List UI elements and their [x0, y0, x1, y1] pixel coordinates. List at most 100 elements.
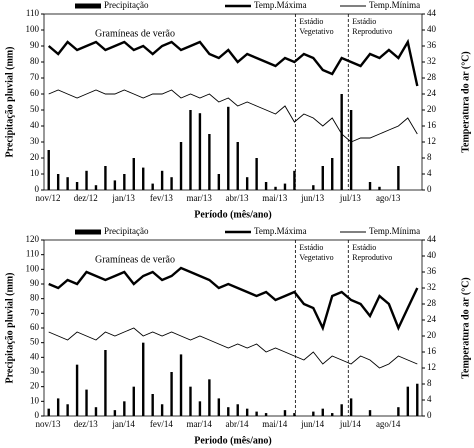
x-tick-label: dez/12: [74, 193, 98, 203]
y-tick-label: 0: [35, 184, 40, 194]
bar: [208, 134, 211, 190]
legend-label: Temp.Máxima: [254, 0, 307, 10]
y-tick-label: 10: [30, 395, 40, 405]
bar: [321, 166, 324, 190]
bar: [397, 407, 400, 416]
y2-tick-label: 32: [427, 56, 436, 66]
stage-label: Vegetativo: [299, 27, 333, 36]
x-tick-label: jul/14: [339, 419, 362, 429]
bar: [151, 183, 154, 190]
y-tick-label: 80: [30, 293, 40, 303]
bar: [368, 410, 372, 416]
x-axis-label: Período (mês/ano): [194, 209, 272, 220]
bar: [293, 413, 296, 416]
y-tick-label: 10: [30, 168, 40, 178]
bar: [160, 170, 164, 190]
bar: [283, 183, 287, 190]
bar: [331, 413, 334, 416]
stage-label: Vegetativo: [299, 253, 333, 262]
bar: [406, 386, 410, 416]
bar: [189, 110, 192, 190]
bar: [94, 407, 98, 416]
x-tick-label: mai/13: [262, 193, 287, 203]
bar: [123, 174, 126, 190]
y-tick-label: 60: [30, 88, 40, 98]
y2-tick-label: 40: [427, 24, 437, 34]
bar: [132, 158, 135, 190]
bar: [245, 177, 249, 190]
x-tick-label: abr/14: [226, 419, 249, 429]
y2-tick-label: 44: [427, 8, 437, 18]
bar: [160, 404, 164, 416]
y-tick-label: 30: [30, 136, 40, 146]
y2-tick-label: 12: [427, 136, 436, 146]
y2-tick-label: 16: [427, 346, 437, 356]
bar: [264, 413, 268, 416]
bar: [264, 182, 268, 190]
bar: [416, 383, 419, 416]
bar: [113, 180, 117, 190]
y-tick-label: 120: [26, 234, 40, 244]
legend-label: Temp.Máxima: [254, 226, 307, 236]
bar: [274, 186, 277, 190]
y2-tick-label: 20: [427, 330, 437, 340]
x-tick-label: mai/14: [262, 419, 287, 429]
bar: [255, 411, 258, 416]
y2-tick-label: 16: [427, 120, 437, 130]
bar: [217, 398, 221, 416]
bar: [321, 408, 324, 416]
y2-tick-label: 36: [427, 40, 437, 50]
bar: [151, 394, 154, 416]
x-tick-label: jun/14: [300, 419, 325, 429]
bar: [340, 404, 343, 416]
stage-label: Estádio: [352, 243, 376, 252]
y2-tick-label: 40: [427, 250, 437, 260]
x-tick-label: dez/13: [74, 419, 98, 429]
y2-axis-label: Temperatura do ar (°C): [460, 51, 471, 153]
x-tick-label: mar/14: [186, 419, 212, 429]
bar: [104, 350, 107, 416]
bar: [255, 158, 258, 190]
y-tick-label: 0: [35, 410, 40, 420]
y-tick-label: 30: [30, 366, 40, 376]
bar: [75, 182, 79, 190]
legend-label: Temp.Mínima: [369, 0, 420, 10]
y-tick-label: 110: [26, 8, 40, 18]
stage-label: Reprodutivo: [352, 27, 392, 36]
y-axis-label: Precipitação pluvial (mm): [4, 47, 15, 158]
bar: [293, 170, 296, 190]
bar: [236, 142, 239, 190]
bar: [85, 389, 88, 416]
bar: [142, 167, 145, 190]
line: [48, 327, 418, 369]
bar: [312, 185, 315, 190]
y2-tick-label: 24: [427, 88, 437, 98]
x-tick-label: nov/13: [35, 419, 61, 429]
x-tick-label: ago/14: [376, 419, 401, 429]
bar: [227, 106, 230, 190]
panel: 0 10 20 30 40 50 60 70 80 90 100 110 120 0 4 8 12 16 20 24 2…: [4, 226, 471, 446]
y-tick-label: 60: [30, 322, 40, 332]
y2-tick-label: 28: [427, 298, 437, 308]
bar: [47, 150, 50, 190]
bar: [198, 401, 202, 416]
bar: [94, 185, 98, 190]
stage-label: Estádio: [299, 17, 323, 26]
bar: [368, 182, 372, 190]
bar: [349, 110, 353, 190]
y2-tick-label: 8: [427, 378, 432, 388]
legend-label: Precipitação: [104, 226, 149, 236]
plot-frame: [43, 239, 423, 417]
y-tick-label: 40: [30, 351, 40, 361]
line: [48, 89, 418, 143]
bar: [56, 174, 60, 190]
annotation: Gramíneas de verão: [95, 254, 175, 265]
bar: [283, 410, 287, 416]
bar: [104, 166, 107, 190]
bar: [142, 342, 145, 416]
y2-axis-label: Temperatura do ar (°C): [460, 277, 471, 379]
y2-tick-label: 8: [427, 152, 432, 162]
y-tick-label: 40: [30, 120, 40, 130]
bar: [312, 411, 315, 416]
